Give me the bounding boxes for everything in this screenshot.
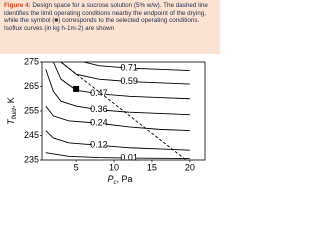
contour-label-bg — [122, 64, 137, 72]
caption-text: Design space for a sucrose solution (5% … — [4, 2, 208, 32]
selected-point — [73, 85, 80, 92]
contour-label-bg — [122, 154, 137, 162]
contour-label-bg — [122, 78, 137, 86]
y-label-unit: , K — [6, 97, 16, 108]
y-label-main: T — [6, 118, 16, 125]
isoflux-curve — [45, 69, 190, 116]
contour-label: 0.12 — [90, 140, 108, 150]
chart: Pc, Pa Tfluid, K 235 245 255 265 275 5 10 15 20 0… — [6, 56, 206, 186]
x-label-main: P — [107, 174, 113, 184]
x-label-sub: c — [114, 180, 117, 186]
y-tick-label: 245 — [24, 130, 39, 140]
y-tick-label: 255 — [24, 105, 39, 115]
contour-label-bg — [91, 90, 106, 98]
limit-line — [60, 62, 187, 160]
contour-label: 0.24 — [90, 118, 108, 128]
x-tick-label: 15 — [147, 162, 157, 172]
y-tick-label: 265 — [24, 81, 39, 91]
x-tick-label: 20 — [185, 162, 195, 172]
caption-label: Figure 4: — [4, 2, 31, 9]
x-tick-label: 10 — [109, 162, 119, 172]
y-tick-label: 275 — [24, 56, 39, 66]
y-axis-label: Tfluid, K — [6, 97, 17, 125]
contour-label-bg — [91, 106, 106, 114]
isoflux-curve — [45, 105, 190, 132]
contour-label: 0.36 — [90, 104, 108, 114]
y-label-sub: fluid — [12, 108, 18, 120]
x-axis-label: Pc, Pa — [107, 174, 132, 185]
contour-label: 0.71 — [120, 63, 138, 73]
caption: Figure 4: Design space for a sucrose sol… — [0, 0, 220, 54]
contour-label-bg — [91, 141, 106, 149]
contour-label-bg — [91, 119, 106, 127]
contour-label: 0.47 — [90, 88, 108, 98]
page: Figure 4: Design space for a sucrose sol… — [0, 0, 220, 187]
y-tick-label: 235 — [24, 154, 39, 164]
contour-label: 0.59 — [120, 76, 138, 86]
x-label-unit: , Pa — [117, 174, 133, 184]
isoflux-curve — [45, 130, 190, 151]
isoflux-curve — [45, 152, 190, 159]
plot-frame — [41, 61, 206, 161]
contour-label: 0.01 — [120, 152, 138, 162]
x-tick-label: 5 — [74, 162, 79, 172]
